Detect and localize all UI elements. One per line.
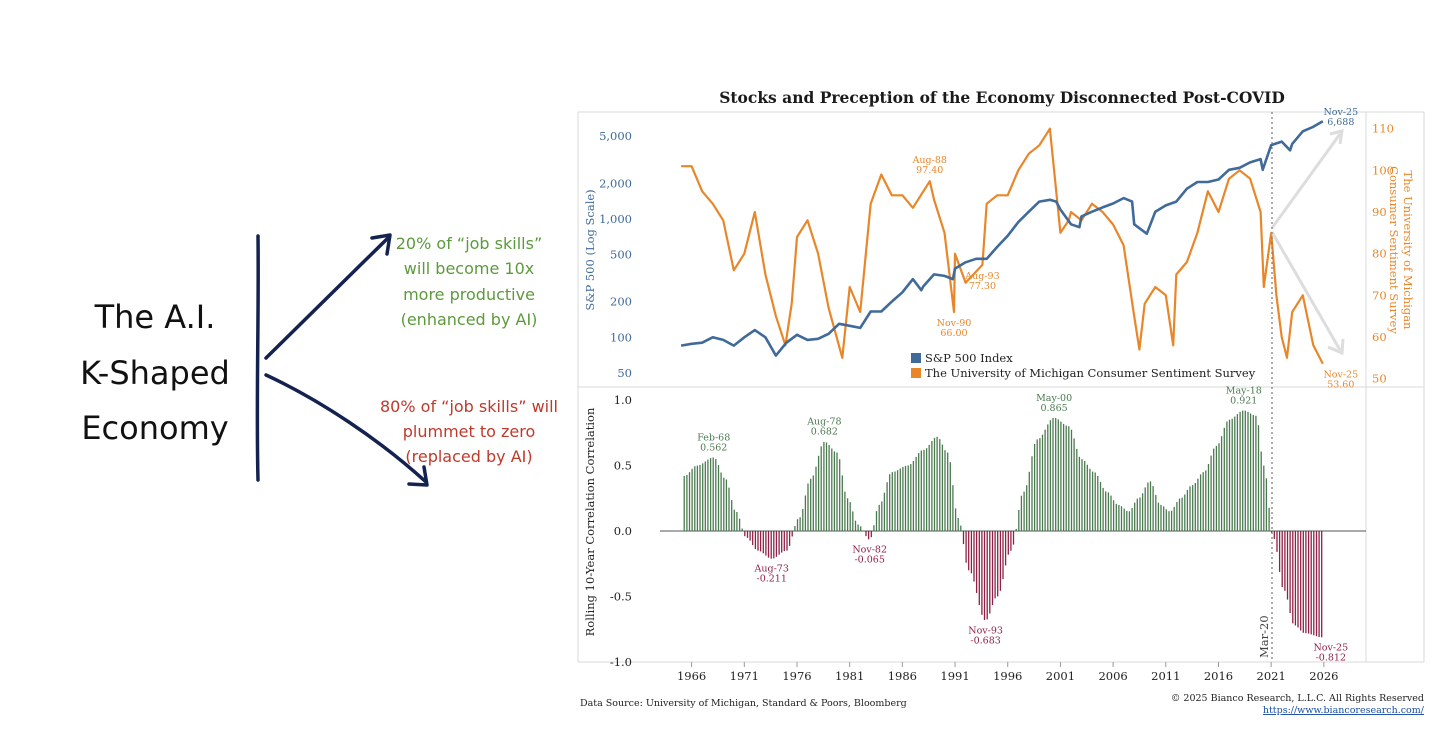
right-axis-label-line-1: The University of Michigan — [1401, 171, 1415, 330]
left-tick-label: 5,000 — [599, 129, 632, 143]
diagram-label-line-3: Economy — [81, 409, 228, 447]
annotation-value: 66.00 — [940, 328, 967, 339]
annotation-date: Aug-78 — [806, 417, 841, 428]
annotation-value: 97.40 — [916, 165, 943, 176]
k-upper-arm-arrow — [264, 236, 390, 360]
x-tick-label: 1971 — [730, 669, 759, 683]
x-tick-label: 2021 — [1257, 669, 1286, 683]
sp500-series-line — [680, 120, 1324, 357]
legend-label-sentiment: The University of Michigan Consumer Sent… — [925, 366, 1256, 380]
data-source-note: Data Source: University of Michigan, Sta… — [580, 698, 907, 709]
up-text-line-4: (enhanced by AI) — [401, 310, 538, 329]
x-tick-label: 2001 — [1046, 669, 1075, 683]
x-tick-label: 2006 — [1098, 669, 1127, 683]
bottom-tick-label: 1.0 — [614, 393, 632, 407]
left-tick-label: 50 — [617, 366, 632, 380]
annotation-value: 6,688 — [1327, 117, 1354, 128]
x-tick-label: 1996 — [993, 669, 1022, 683]
x-tick-label: 1981 — [835, 669, 864, 683]
x-tick-label: 2026 — [1309, 669, 1338, 683]
x-tick-label: 1991 — [940, 669, 969, 683]
left-tick-label: 100 — [610, 330, 632, 344]
annotation-date: Nov-25 — [1323, 107, 1358, 118]
left-axis-label: S&P 500 (Log Scale) — [583, 189, 597, 310]
divergence-arrows — [1270, 128, 1345, 356]
chart-title: Stocks and Preception of the Economy Dis… — [719, 88, 1285, 107]
annotation-date: May-18 — [1226, 385, 1262, 396]
right-tick-label: 50 — [1372, 372, 1387, 386]
k-vertical-stroke — [255, 234, 260, 482]
arrow-up-head-icon — [370, 233, 392, 256]
k-shaped-diagram: The A.I. K-Shaped Economy 20% of “job sk… — [80, 233, 558, 487]
annotation-date: May-00 — [1036, 393, 1072, 404]
down-text-line-3: (replaced by AI) — [405, 447, 532, 466]
x-tick-label: 1986 — [888, 669, 917, 683]
bottom-tick-label: -1.0 — [610, 655, 632, 669]
bottom-tick-label: 0.0 — [614, 524, 632, 538]
annotation-date: Aug-73 — [754, 564, 789, 575]
website-link[interactable]: https://www.biancoresearch.com/ — [1263, 705, 1425, 716]
right-tick-label: 110 — [1372, 122, 1394, 136]
annotation-date: Aug-88 — [912, 155, 947, 166]
annotation-value: -0.065 — [854, 555, 884, 566]
bottom-tick-label: -0.5 — [610, 590, 632, 604]
annotation-value: 0.921 — [1230, 395, 1257, 406]
up-text-line-1: 20% of “job skills” — [396, 234, 542, 253]
annotation-value: 0.682 — [811, 427, 838, 438]
sentiment-series-line — [681, 127, 1324, 365]
legend-swatch-sentiment — [911, 368, 921, 378]
legend: S&P 500 Index The University of Michigan… — [911, 351, 1256, 380]
down-text-line-1: 80% of “job skills” will — [380, 397, 558, 416]
annotation-value: 0.865 — [1040, 403, 1067, 414]
left-tick-label: 200 — [610, 295, 632, 309]
annotation-value: 77.30 — [969, 281, 996, 292]
right-tick-label: 60 — [1372, 330, 1387, 344]
bottom-tick-label: 0.5 — [614, 459, 632, 473]
k-lower-arm-arrow — [264, 373, 428, 484]
diagram-label-line-1: The A.I. — [94, 298, 216, 336]
annotation-date: Aug-93 — [964, 271, 999, 282]
annotation-value: 0.562 — [700, 442, 727, 453]
left-tick-label: 2,000 — [599, 176, 632, 190]
arrow-up-right-icon — [1329, 128, 1344, 145]
right-tick-label: 100 — [1372, 163, 1394, 177]
right-tick-label: 80 — [1372, 247, 1387, 261]
annotation-value: 53.60 — [1327, 380, 1354, 391]
chart-frames — [577, 111, 1425, 663]
bottom-panel-bar-chart: -1.0 -0.5 0.0 0.5 1.0 Rolling 10-Year Correl… — [583, 385, 1366, 683]
x-tick-label: 2011 — [1151, 669, 1180, 683]
annotation-date: Nov-82 — [852, 545, 887, 556]
bottom-axis-label: Rolling 10-Year Correlation Correlation — [583, 407, 597, 636]
arrow-down-right-icon — [1327, 338, 1345, 356]
annotation-date: Nov-25 — [1313, 642, 1348, 653]
arrow-down-head-icon — [407, 465, 429, 487]
annotation-date: Nov-25 — [1323, 370, 1358, 381]
annotation-value: -0.683 — [970, 635, 1000, 646]
legend-swatch-sp500 — [911, 353, 921, 363]
right-axis-label-line-2: Consumer Sentiment Survey — [1387, 166, 1401, 334]
annotation-value: -0.812 — [1316, 652, 1346, 663]
annotation-value: -0.211 — [756, 574, 786, 585]
right-tick-label: 70 — [1372, 288, 1387, 302]
x-tick-label: 1966 — [677, 669, 706, 683]
x-tick-label: 2016 — [1204, 669, 1233, 683]
left-tick-label: 1,000 — [599, 212, 632, 226]
x-tick-label: 1976 — [782, 669, 811, 683]
annotation-date: Feb-68 — [697, 432, 730, 443]
legend-label-sp500: S&P 500 Index — [925, 351, 1013, 365]
mar-20-marker-label: Mar-20 — [1257, 615, 1271, 658]
annotation-date: Nov-90 — [937, 318, 972, 329]
left-tick-label: 500 — [610, 248, 632, 262]
right-tick-label: 90 — [1372, 205, 1387, 219]
down-text-line-2: plummet to zero — [403, 422, 536, 441]
copyright-note: © 2025 Bianco Research, L.L.C. All Right… — [1171, 693, 1424, 704]
top-panel-line-chart: 50 100 200 500 1,000 2,000 5,000 50 60 70 80 90 100… — [583, 107, 1415, 390]
up-text-line-3: more productive — [403, 285, 535, 304]
annotation-date: Nov-93 — [968, 625, 1003, 636]
up-text-line-2: will become 10x — [404, 259, 534, 278]
diagram-label-line-2: K-Shaped — [80, 354, 230, 392]
